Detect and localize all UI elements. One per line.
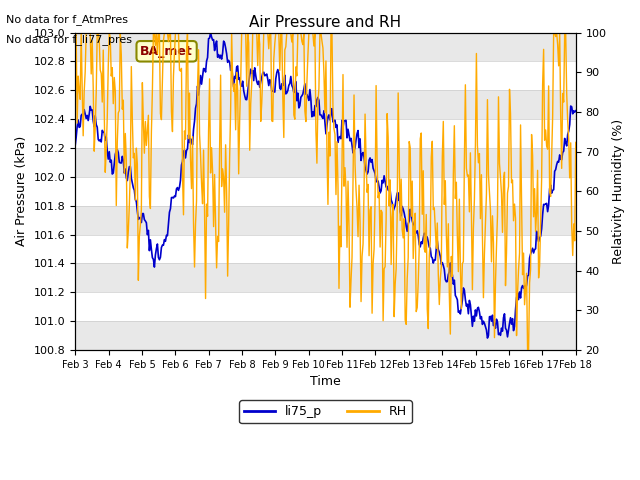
Bar (75, 206, 576, 235)
Text: BA_met: BA_met (140, 45, 193, 58)
Text: No data for f_AtmPres: No data for f_AtmPres (6, 14, 129, 25)
Bar (75, 33, 576, 61)
Bar (75, 321, 576, 350)
Bar (75, 90, 576, 119)
Legend: li75_p, RH: li75_p, RH (239, 400, 412, 423)
X-axis label: Time: Time (310, 375, 341, 388)
Bar (75, 148, 576, 177)
Y-axis label: Air Pressure (kPa): Air Pressure (kPa) (15, 136, 28, 246)
Bar (75, 264, 576, 292)
Text: No data for f_li77_pres: No data for f_li77_pres (6, 34, 132, 45)
Title: Air Pressure and RH: Air Pressure and RH (250, 15, 401, 30)
Y-axis label: Relativity Humidity (%): Relativity Humidity (%) (612, 119, 625, 264)
